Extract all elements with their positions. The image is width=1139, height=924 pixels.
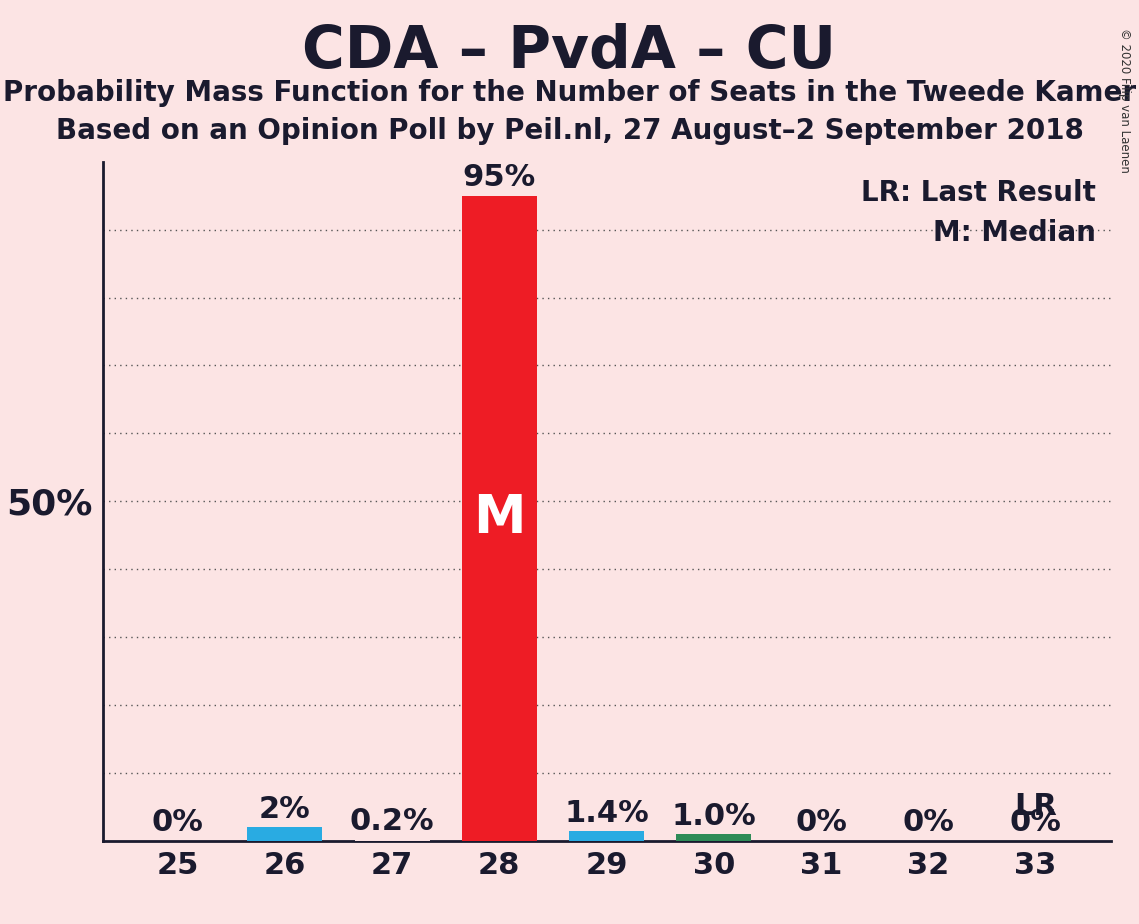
Text: M: Median: M: Median xyxy=(933,219,1096,248)
Bar xyxy=(677,834,752,841)
Text: M: M xyxy=(473,492,525,544)
Text: 95%: 95% xyxy=(462,164,536,192)
Text: Probability Mass Function for the Number of Seats in the Tweede Kamer: Probability Mass Function for the Number… xyxy=(3,79,1136,106)
Text: 0%: 0% xyxy=(902,808,954,837)
Text: 2%: 2% xyxy=(259,795,311,824)
Text: 0%: 0% xyxy=(151,808,204,837)
Bar xyxy=(354,840,429,841)
Text: 0%: 0% xyxy=(795,808,847,837)
Text: Based on an Opinion Poll by Peil.nl, 27 August–2 September 2018: Based on an Opinion Poll by Peil.nl, 27 … xyxy=(56,117,1083,145)
Text: LR: LR xyxy=(1014,793,1057,821)
Text: LR: Last Result: LR: Last Result xyxy=(861,178,1096,207)
Text: 1.0%: 1.0% xyxy=(671,802,756,831)
Text: CDA – PvdA – CU: CDA – PvdA – CU xyxy=(303,23,836,80)
Text: 0%: 0% xyxy=(1009,808,1062,837)
Text: 0.2%: 0.2% xyxy=(350,807,434,836)
Bar xyxy=(247,827,322,841)
Bar xyxy=(461,196,536,841)
Bar xyxy=(570,832,644,841)
Text: © 2020 Filip van Laenen: © 2020 Filip van Laenen xyxy=(1118,28,1131,173)
Text: 1.4%: 1.4% xyxy=(564,799,649,828)
